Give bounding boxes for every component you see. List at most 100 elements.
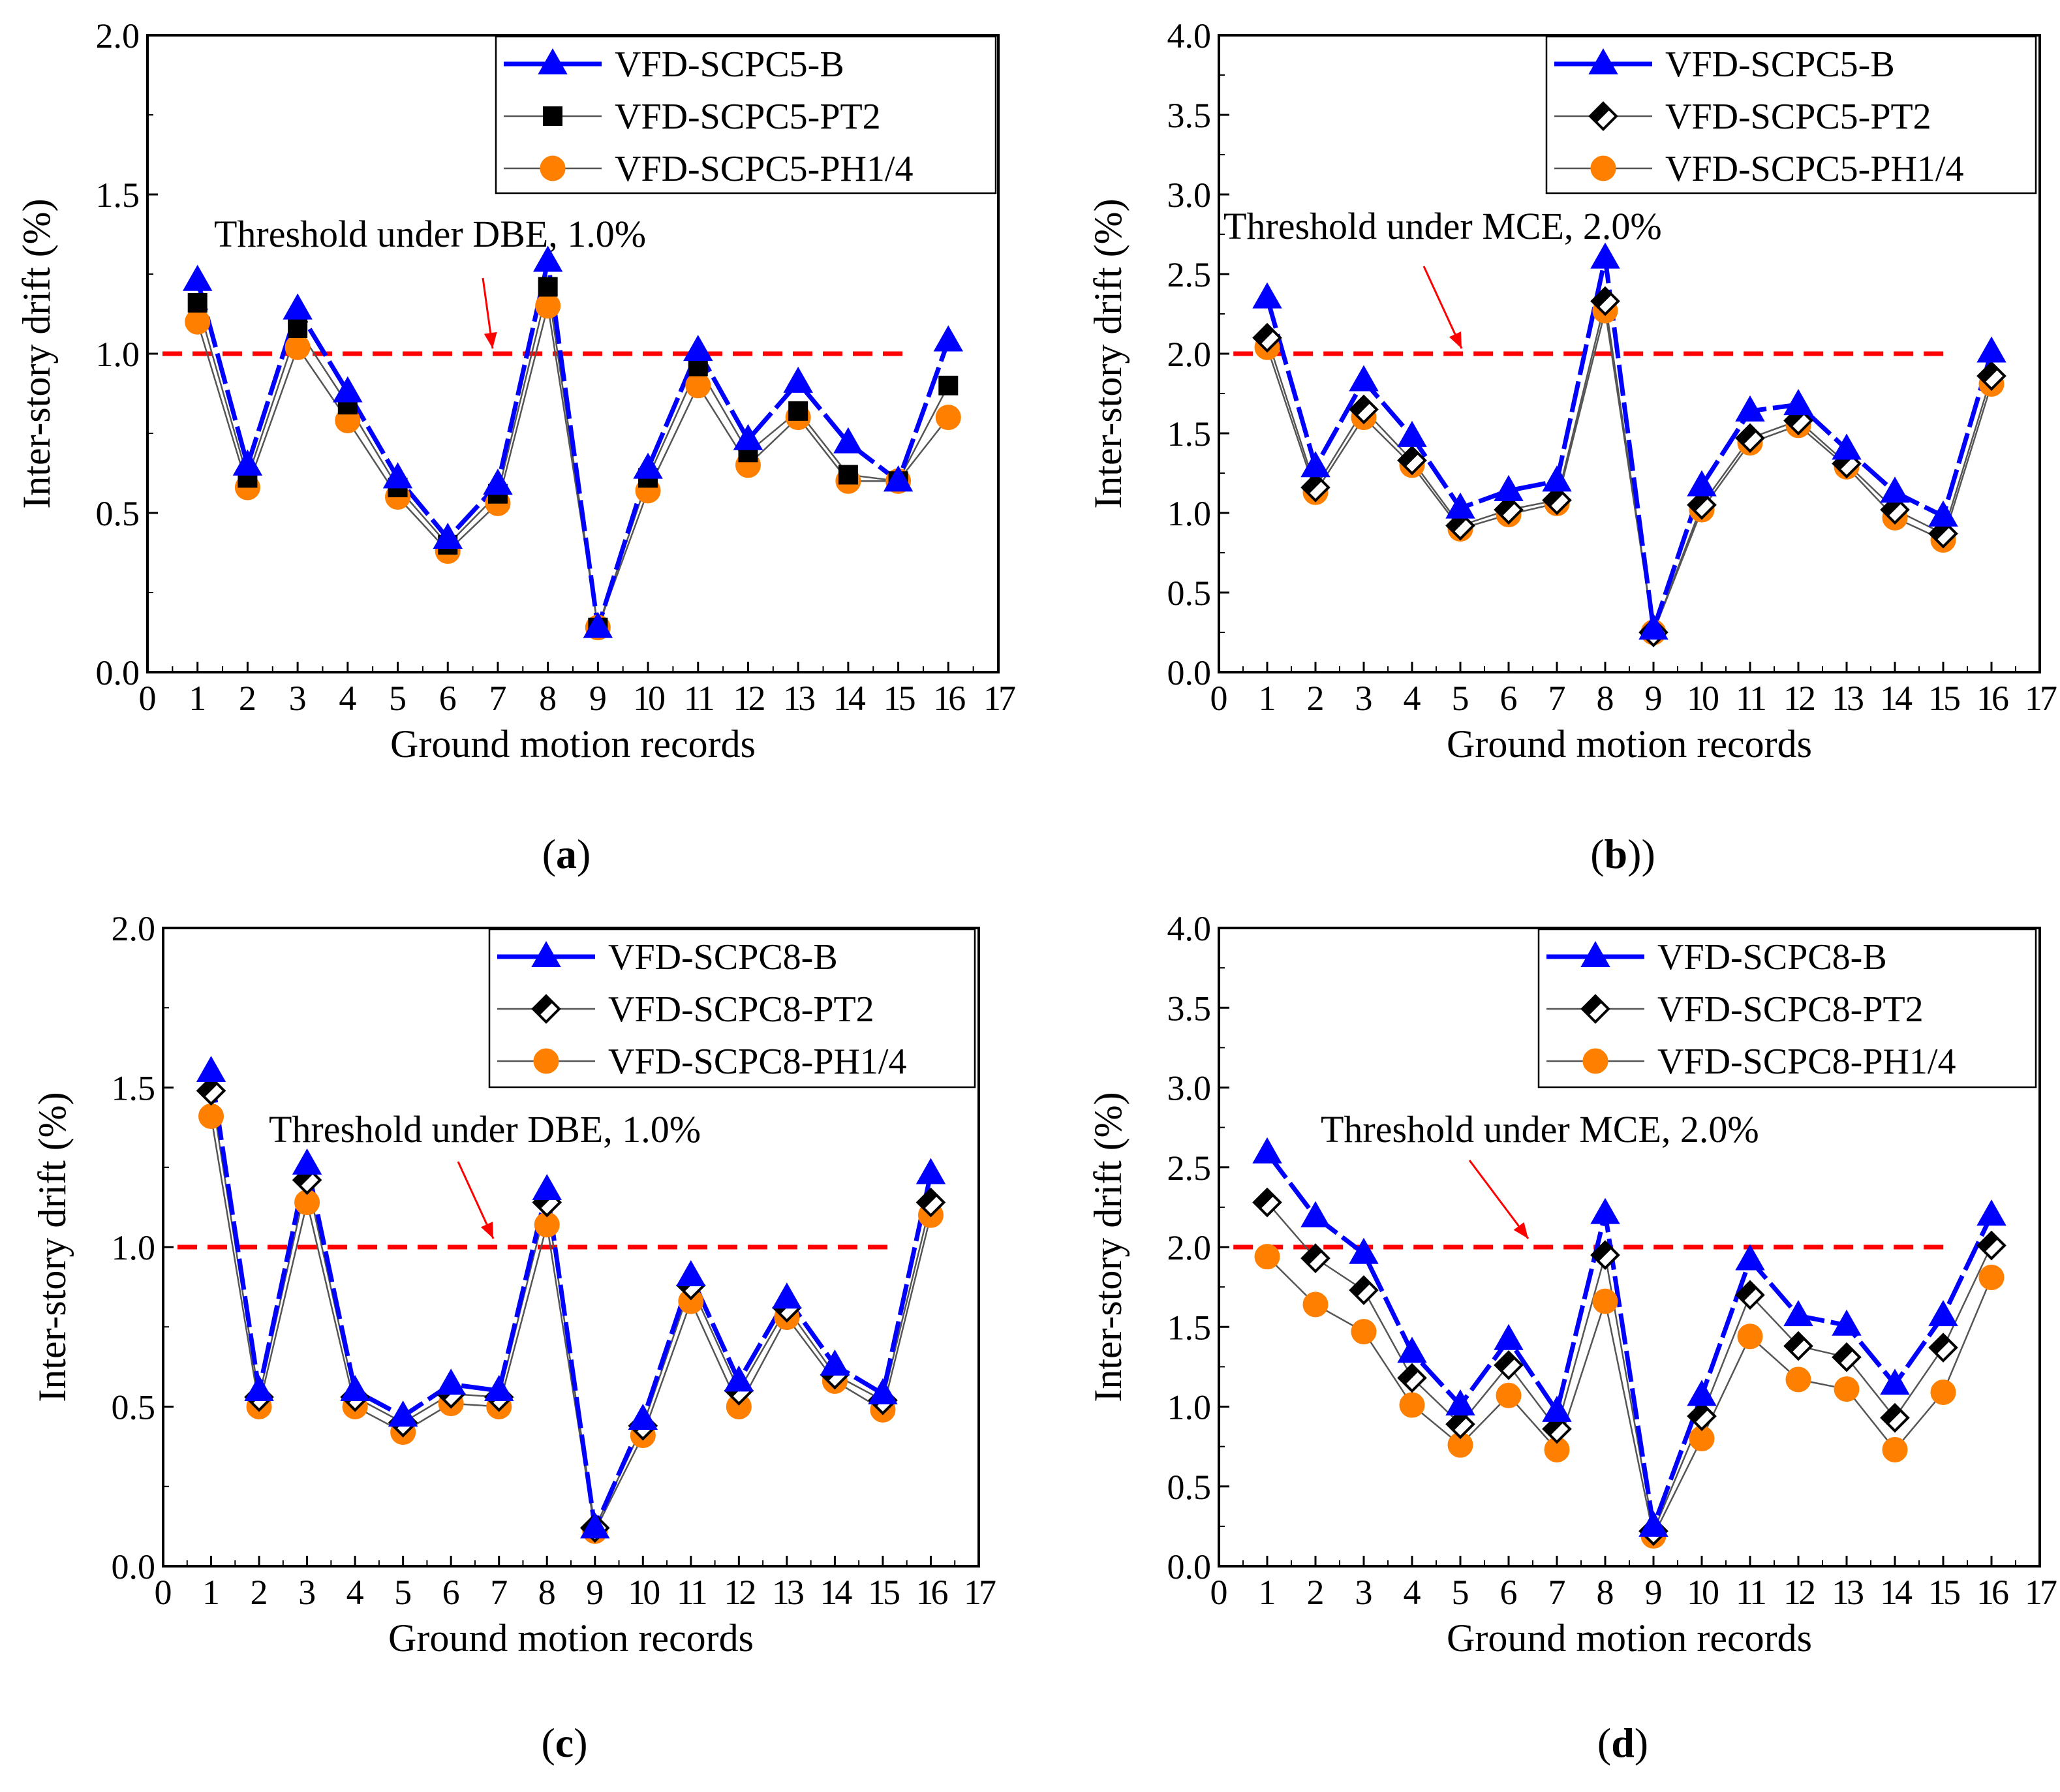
data-point [288,318,308,338]
data-point [633,452,663,479]
x-tick-label: 9 [1645,1573,1663,1612]
x-tick-label: 0 [1210,1573,1228,1612]
data-point [185,309,211,335]
chart-panel-a: 0 1 2 3 4 5 6 7 8 9 10 11 12 13 14 15 16 170.00.51.01.52.… [15,16,1018,877]
data-point [1976,361,2006,391]
x-tick-label: 10 [633,679,664,718]
y-tick-label: 0.5 [1167,574,1212,613]
legend-label: VFD-SCPC5-PH1/4 [1665,149,1963,189]
data-point [1783,1331,1813,1361]
legend-marker [531,994,561,1024]
data-point [1542,485,1572,516]
data-point [1349,1237,1379,1264]
x-tick-label: 17 [2025,1573,2057,1612]
data-point [532,1173,562,1200]
series-line-3 [196,305,949,628]
series-line-2 [1267,1201,1993,1534]
data-point [1542,1395,1572,1422]
data-point [283,293,313,320]
y-tick-label: 1.5 [1167,1308,1212,1347]
data-point [1349,365,1379,392]
x-tick-label: 14 [833,679,866,718]
threshold-annotation: Threshold under DBE, 1.0% [214,213,646,255]
x-tick-label: 1 [1259,679,1276,718]
x-tick-label: 16 [915,1573,947,1612]
data-point [1832,433,1862,460]
y-axis-label: Inter-story drift (%) [1086,1092,1130,1402]
data-point [883,465,914,492]
data-point [1880,1402,1910,1433]
data-point [1397,1363,1427,1393]
y-tick-label: 1.5 [112,1069,156,1108]
x-tick-label: 7 [489,679,506,718]
data-point [772,1282,802,1309]
x-tick-label: 5 [1452,679,1469,718]
y-tick-label: 1.5 [96,176,140,215]
series-line-2 [210,1090,932,1531]
legend-marker [1582,1048,1608,1074]
threshold-annotation: Threshold under MCE, 2.0% [1321,1108,1759,1151]
data-point [198,1104,224,1130]
x-tick-label: 2 [251,1573,268,1612]
x-tick-label: 13 [1832,679,1863,718]
data-point [933,325,964,352]
data-point [1783,389,1813,416]
y-tick-label: 1.0 [96,335,140,374]
data-point [484,1375,514,1402]
data-point [724,1365,754,1392]
x-tick-label: 5 [1452,1573,1469,1612]
data-point [838,465,858,485]
x-tick-label: 8 [1597,679,1614,718]
legend-marker [540,155,566,181]
data-point [1494,474,1524,501]
x-tick-label: 3 [1355,679,1373,718]
y-tick-label: 2.0 [1167,1228,1212,1267]
data-point [244,1375,274,1402]
y-tick-label: 4.0 [1167,909,1212,948]
data-point [628,1404,658,1430]
series-line-2 [1266,301,1993,636]
x-tick-label: 11 [1736,679,1765,718]
data-point [1445,492,1475,519]
y-tick-label: 0.5 [1167,1468,1212,1507]
data-point [1445,510,1475,541]
y-tick-label: 2.0 [1167,335,1212,374]
data-point [1687,1380,1717,1406]
x-tick-label: 16 [933,679,965,718]
x-tick-label: 8 [539,679,557,718]
data-point [1542,465,1572,492]
data-point [1687,1401,1717,1431]
data-point [1351,1319,1377,1345]
x-tick-label: 7 [490,1573,508,1612]
data-point [1496,1382,1522,1408]
data-point [292,1148,322,1175]
data-point [1735,1244,1765,1271]
x-tick-label: 0 [139,679,157,718]
legend-marker [531,940,561,967]
x-tick-label: 11 [677,1573,706,1612]
x-tick-label: 2 [239,679,256,718]
y-tick-label: 3.5 [1167,989,1212,1028]
legend-label: VFD-SCPC8-PT2 [608,989,874,1030]
data-point [1349,394,1379,425]
legend-label: VFD-SCPC5-B [615,44,844,85]
y-tick-label: 1.0 [1167,1388,1212,1427]
data-point [1832,1342,1862,1372]
data-point [1976,1199,2006,1226]
data-point [1445,1409,1475,1440]
data-point [1590,1197,1620,1224]
data-point [340,1375,370,1402]
data-point [820,1349,850,1376]
x-tick-label: 6 [439,679,457,718]
data-point [1687,470,1717,497]
x-tick-label: 6 [1500,679,1518,718]
series-line-2 [196,286,949,628]
x-tick-label: 15 [884,679,915,718]
data-point [1590,286,1620,317]
data-point [833,427,863,454]
data-point [1252,322,1282,353]
x-tick-label: 14 [1880,679,1913,718]
x-tick-label: 14 [820,1573,852,1612]
data-point [196,1056,226,1083]
